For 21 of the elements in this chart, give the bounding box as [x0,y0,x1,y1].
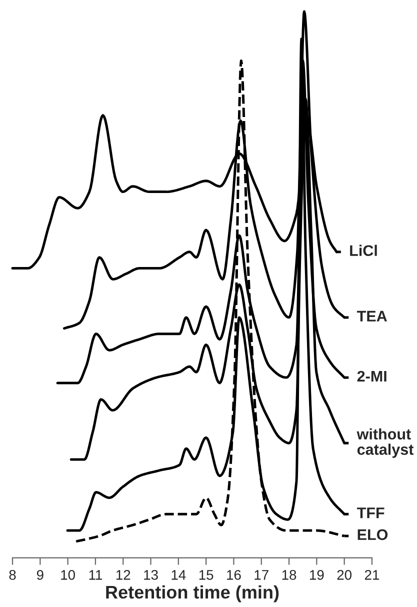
legend-label: ELO [358,529,388,540]
legend-label: LiCl [350,244,377,256]
x-tick-label: 15 [199,570,214,580]
x-tick-label: 16 [227,570,241,580]
legend-label: TFF [356,508,384,518]
x-tick-label: 11 [89,570,102,580]
x-tick-label: 19 [310,570,324,580]
legend-label: 2-MI [357,370,386,382]
legend-label: TEA [356,310,387,322]
x-tick-label: 8 [9,570,16,580]
x-tick-label: 21 [364,570,380,580]
x-axis-title: Retention time (min) [106,585,279,602]
x-tick-label: 10 [61,570,75,580]
x-tick-label: 20 [337,570,352,580]
x-tick-label: 9 [36,570,44,580]
x-tick-label: 17 [254,570,268,580]
x-tick-label: 13 [144,570,158,580]
x-tick-label: 12 [116,570,130,580]
legend-label: without catalyst [356,428,414,458]
x-tick-label: 14 [172,570,186,580]
x-tick-label: 18 [282,570,296,580]
